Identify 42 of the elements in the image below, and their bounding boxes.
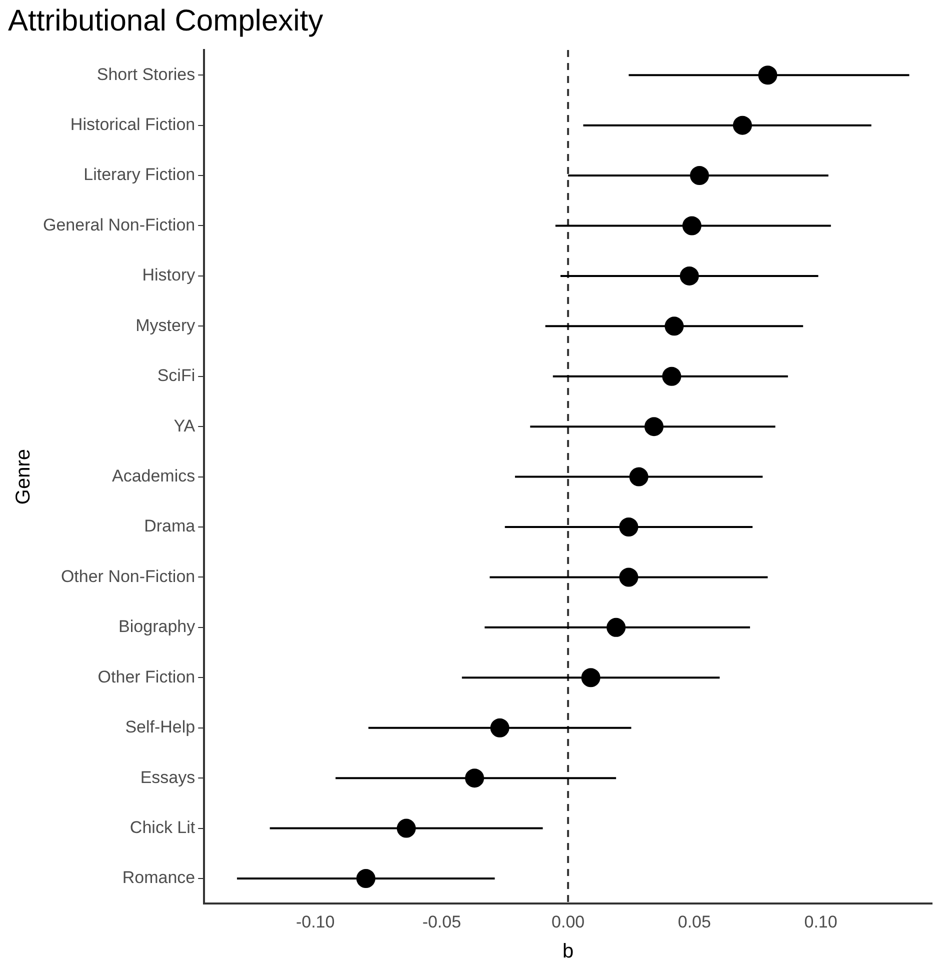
x-axis-title: b	[562, 940, 574, 963]
x-tick-label: 0.10	[804, 912, 838, 932]
point	[732, 116, 752, 135]
point	[619, 518, 638, 537]
y-tick-label: Essays	[140, 768, 196, 787]
y-tick-label: Other Non-Fiction	[60, 566, 196, 586]
y-tick-label: YA	[174, 416, 196, 436]
y-tick-label: Biography	[118, 617, 196, 636]
point	[662, 366, 682, 386]
y-tick-label: History	[142, 266, 196, 285]
y-tick-label: Chick Lit	[130, 818, 196, 837]
y-axis-title: Genre	[12, 449, 35, 505]
y-tick-label: Drama	[144, 516, 196, 536]
y-tick-label: Mystery	[136, 316, 196, 335]
y-tick-label: Other Fiction	[98, 667, 196, 686]
y-tick-label: SciFi	[157, 366, 196, 386]
point	[581, 668, 600, 688]
x-tick-label: 0.00	[552, 912, 585, 932]
y-tick-label: Romance	[122, 868, 196, 888]
x-tick-label: -0.10	[296, 912, 335, 932]
point	[396, 818, 416, 838]
point	[644, 417, 664, 436]
y-tick-label: Self-Help	[125, 718, 196, 737]
x-tick-label: 0.05	[678, 912, 711, 932]
y-tick-label: Academics	[112, 466, 196, 486]
point	[490, 718, 510, 738]
point	[758, 66, 778, 85]
point	[690, 166, 709, 186]
point	[682, 216, 702, 236]
point	[606, 618, 626, 637]
point	[680, 266, 699, 286]
point	[629, 467, 648, 486]
y-tick-label: Short Stories	[96, 64, 196, 84]
point	[356, 868, 376, 888]
y-tick-label: General Non-Fiction	[42, 215, 196, 234]
y-tick-label: Literary Fiction	[84, 165, 196, 184]
point	[619, 568, 638, 587]
x-tick-label: -0.05	[422, 912, 462, 932]
point	[465, 768, 484, 788]
y-tick-label: Historical Fiction	[70, 115, 196, 134]
chart-title: Attributional Complexity	[8, 4, 324, 38]
point	[664, 316, 684, 336]
